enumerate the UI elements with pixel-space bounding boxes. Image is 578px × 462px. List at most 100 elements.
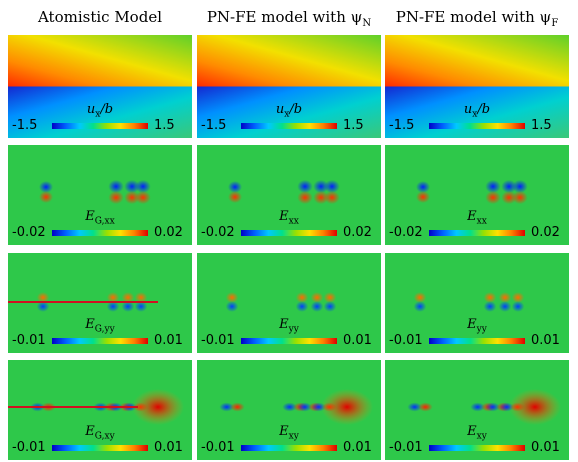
field-lobe — [485, 190, 501, 205]
field-panel-exy-0: EG,xy -0.01 0.01 — [8, 360, 192, 460]
field-lobe — [121, 292, 135, 303]
colorbar-label: Exy — [467, 424, 487, 442]
field-lobe — [323, 292, 337, 303]
field-panel-exx-1: Exx -0.02 0.02 — [197, 145, 381, 245]
field-lobe — [512, 190, 528, 205]
colorbar-label: Exy — [279, 424, 299, 442]
colorbar — [429, 123, 525, 129]
field-lobe — [313, 190, 329, 205]
colorbar — [52, 230, 148, 236]
field-lobe — [413, 301, 427, 312]
field-lobe — [36, 301, 50, 312]
colorbar-label: EG,xy — [85, 424, 115, 442]
field-lobe — [511, 301, 525, 312]
colorbar-min: -0.01 — [201, 440, 235, 455]
field-lobe — [297, 190, 313, 205]
field-lobe — [485, 179, 501, 194]
colorbar-label: EG,xx — [85, 209, 115, 227]
field-panel-ux-0: ux/b -1.5 1.5 — [8, 35, 192, 138]
colorbar — [52, 445, 148, 451]
field-lobe — [36, 292, 50, 303]
colorbar-min: -0.02 — [12, 225, 46, 240]
colorbar — [241, 230, 337, 236]
field-lobe — [483, 301, 497, 312]
field-panel-eyy-2: Eyy -0.01 0.01 — [385, 253, 569, 353]
colorbar — [429, 445, 525, 451]
field-panel-eyy-0: EG,yy -0.01 0.01 — [8, 253, 192, 353]
colorbar-label: ux/b — [463, 102, 491, 120]
colorbar-max: 1.5 — [343, 118, 364, 133]
colorbar-max: 0.01 — [343, 333, 372, 348]
colorbar-min: -1.5 — [201, 118, 227, 133]
colorbar-min: -0.01 — [12, 333, 46, 348]
colorbar — [241, 445, 337, 451]
column-title-0: Atomistic Model — [37, 8, 162, 26]
field-panel-exx-2: Exx -0.02 0.02 — [385, 145, 569, 245]
colorbar-max: 0.01 — [343, 440, 372, 455]
field-lobe — [323, 301, 337, 312]
field-lobe — [470, 402, 485, 412]
field-lobe — [108, 179, 124, 194]
field-panel-exy-2: Exy -0.01 0.01 — [385, 360, 569, 460]
colorbar-label: Exx — [279, 209, 299, 227]
field-lobe — [124, 190, 140, 205]
field-lobe — [295, 292, 309, 303]
field-lobe — [511, 292, 525, 303]
field-lobe — [134, 301, 148, 312]
colorbar-label: EG,yy — [85, 317, 115, 335]
field-lobe — [413, 292, 427, 303]
field-lobe — [124, 179, 140, 194]
field-lobe — [108, 190, 124, 205]
colorbar-max: 0.02 — [154, 225, 183, 240]
colorbar-max: 0.01 — [154, 333, 183, 348]
column-title-1: PN-FE model with ψN — [206, 8, 372, 29]
field-lobe — [483, 292, 497, 303]
field-lobe — [512, 179, 528, 194]
field-panel-exy-1: Exy -0.01 0.01 — [197, 360, 381, 460]
colorbar-max: 0.01 — [154, 440, 183, 455]
colorbar-min: -1.5 — [389, 118, 415, 133]
field-lobe — [310, 301, 324, 312]
colorbar-max: 0.02 — [531, 225, 560, 240]
field-lobe — [230, 402, 245, 412]
colorbar — [52, 338, 148, 344]
colorbar — [52, 123, 148, 129]
field-lobe — [106, 292, 120, 303]
colorbar-min: -0.01 — [12, 440, 46, 455]
field-lobe — [310, 292, 324, 303]
field-lobe — [416, 181, 430, 193]
colorbar-label: ux/b — [86, 102, 114, 120]
colorbar — [241, 123, 337, 129]
field-panel-ux-1: ux/b -1.5 1.5 — [197, 35, 381, 138]
field-lobe — [225, 292, 239, 303]
colorbar — [241, 338, 337, 344]
colorbar-label: Exx — [467, 209, 487, 227]
field-lobe — [418, 402, 433, 412]
field-lobe — [219, 402, 234, 412]
colorbar-max: 0.02 — [343, 225, 372, 240]
colorbar-min: -0.02 — [201, 225, 235, 240]
field-lobe — [324, 190, 340, 205]
field-lobe — [39, 181, 53, 193]
field-lobe — [225, 301, 239, 312]
field-lobe — [39, 191, 53, 203]
field-lobe — [228, 181, 242, 193]
colorbar-label: Eyy — [279, 317, 299, 335]
colorbar-label: ux/b — [275, 102, 303, 120]
field-lobe — [228, 191, 242, 203]
field-panel-exx-0: EG,xx -0.02 0.02 — [8, 145, 192, 245]
colorbar-max: 0.01 — [531, 440, 560, 455]
field-lobe — [297, 402, 312, 412]
field-lobe — [282, 402, 297, 412]
field-lobe — [135, 190, 151, 205]
colorbar — [429, 338, 525, 344]
colorbar-min: -0.02 — [389, 225, 423, 240]
colorbar-max: 1.5 — [154, 118, 175, 133]
colorbar-max: 0.01 — [531, 333, 560, 348]
field-panel-ux-2: ux/b -1.5 1.5 — [385, 35, 569, 138]
field-lobe — [498, 292, 512, 303]
colorbar-max: 1.5 — [531, 118, 552, 133]
field-lobe — [498, 301, 512, 312]
field-lobe — [297, 179, 313, 194]
colorbar-min: -0.01 — [389, 440, 423, 455]
